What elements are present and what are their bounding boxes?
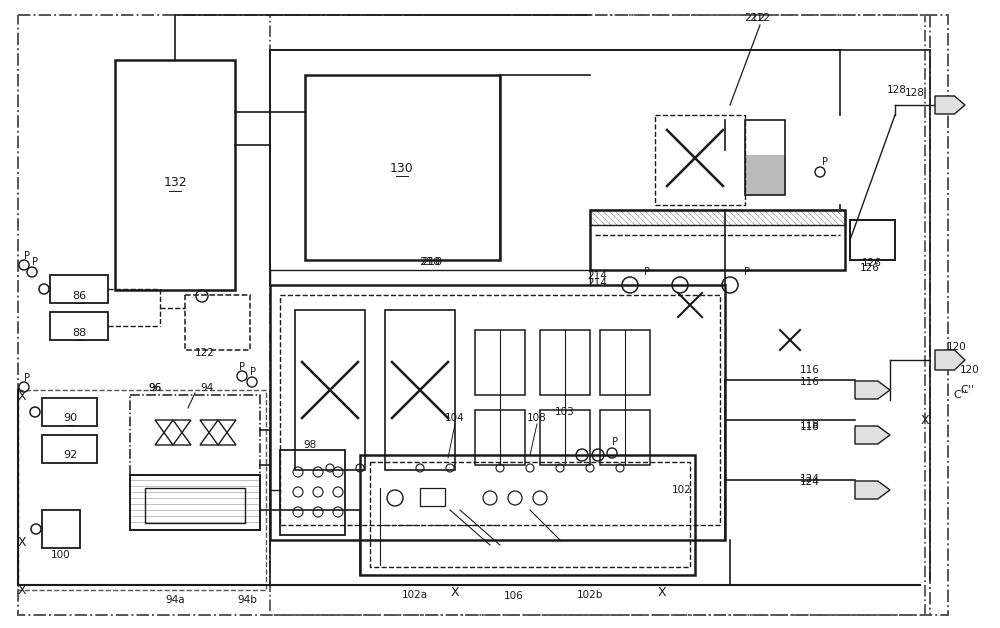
Text: 124: 124 — [800, 477, 820, 487]
Text: 94b: 94b — [237, 595, 257, 605]
Text: 108: 108 — [527, 413, 547, 423]
Text: P: P — [24, 251, 30, 261]
Text: P: P — [744, 267, 750, 277]
Text: 118: 118 — [800, 420, 820, 430]
Text: 214: 214 — [587, 278, 607, 288]
Text: 126: 126 — [862, 258, 882, 268]
Polygon shape — [855, 481, 890, 499]
Text: 210: 210 — [419, 257, 441, 267]
Bar — [655, 115, 745, 205]
Bar — [280, 450, 345, 535]
Bar — [370, 462, 690, 567]
Text: X: X — [658, 587, 666, 600]
Text: 214: 214 — [587, 271, 607, 281]
Text: 102: 102 — [672, 485, 692, 495]
Text: P: P — [24, 373, 30, 383]
Bar — [540, 410, 590, 465]
Text: 124: 124 — [800, 474, 820, 484]
Bar — [600, 330, 650, 395]
Text: 86: 86 — [72, 291, 86, 301]
Bar — [600, 410, 650, 465]
Bar — [18, 390, 266, 590]
Bar — [270, 15, 925, 615]
Text: 102a: 102a — [402, 590, 428, 600]
Polygon shape — [855, 426, 890, 444]
Text: 120: 120 — [947, 342, 967, 352]
Text: 212: 212 — [749, 13, 771, 23]
Bar — [745, 155, 785, 195]
Bar — [50, 312, 108, 340]
Bar — [42, 510, 80, 548]
Text: 130: 130 — [390, 161, 414, 175]
Text: X: X — [18, 391, 26, 404]
Bar — [305, 75, 500, 260]
Bar — [185, 295, 250, 350]
Text: 94a: 94a — [165, 595, 185, 605]
Text: 132: 132 — [163, 176, 187, 190]
Bar — [115, 60, 235, 290]
Polygon shape — [935, 96, 965, 114]
Text: 122: 122 — [195, 348, 215, 358]
Bar — [130, 475, 260, 530]
Bar — [360, 455, 695, 575]
Bar — [145, 488, 245, 523]
Text: 116: 116 — [800, 365, 820, 375]
Bar — [130, 395, 260, 475]
Bar — [475, 410, 525, 465]
Bar — [42, 435, 97, 463]
Bar — [590, 210, 845, 225]
Bar — [42, 398, 97, 426]
Text: P: P — [612, 437, 618, 447]
Bar — [540, 330, 590, 395]
Text: P: P — [32, 257, 38, 267]
Text: P: P — [822, 157, 828, 167]
Bar — [590, 210, 845, 270]
Text: 96: 96 — [148, 383, 162, 393]
Text: 100: 100 — [51, 550, 71, 560]
Bar — [50, 275, 108, 303]
Text: X: X — [451, 587, 459, 600]
Bar — [475, 330, 525, 395]
Bar — [280, 295, 720, 525]
Text: 88: 88 — [72, 328, 86, 338]
Text: 92: 92 — [63, 450, 77, 460]
Text: 90: 90 — [63, 413, 77, 423]
Bar — [745, 120, 785, 195]
Polygon shape — [935, 350, 965, 370]
Bar — [850, 220, 895, 260]
Text: 212: 212 — [744, 13, 766, 23]
Text: C'': C'' — [953, 390, 967, 400]
Text: P: P — [250, 367, 256, 377]
Polygon shape — [855, 381, 890, 399]
Bar — [420, 488, 445, 506]
Text: 104: 104 — [445, 413, 465, 423]
Text: C'': C'' — [960, 385, 974, 395]
Text: 126: 126 — [860, 263, 880, 273]
Text: 210: 210 — [421, 257, 443, 267]
Text: 94: 94 — [200, 383, 214, 393]
Bar — [385, 310, 455, 470]
Text: 116: 116 — [800, 377, 820, 387]
Text: 128: 128 — [905, 88, 925, 98]
Text: P: P — [239, 362, 245, 372]
Text: P: P — [644, 267, 650, 277]
Text: X: X — [18, 536, 26, 550]
Bar — [270, 285, 725, 540]
Text: 120: 120 — [960, 365, 980, 375]
Bar — [295, 310, 365, 470]
Text: 102b: 102b — [577, 590, 603, 600]
Text: 96: 96 — [148, 383, 162, 393]
Text: 98: 98 — [303, 440, 317, 450]
Text: 106: 106 — [504, 591, 524, 601]
Text: 103: 103 — [555, 407, 575, 417]
Text: 128: 128 — [887, 85, 907, 95]
Text: X: X — [18, 583, 26, 597]
Text: X: X — [921, 413, 929, 426]
Text: 118: 118 — [800, 422, 820, 432]
